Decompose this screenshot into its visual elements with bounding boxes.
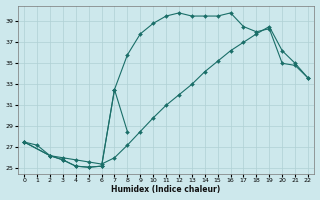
X-axis label: Humidex (Indice chaleur): Humidex (Indice chaleur) bbox=[111, 185, 221, 194]
